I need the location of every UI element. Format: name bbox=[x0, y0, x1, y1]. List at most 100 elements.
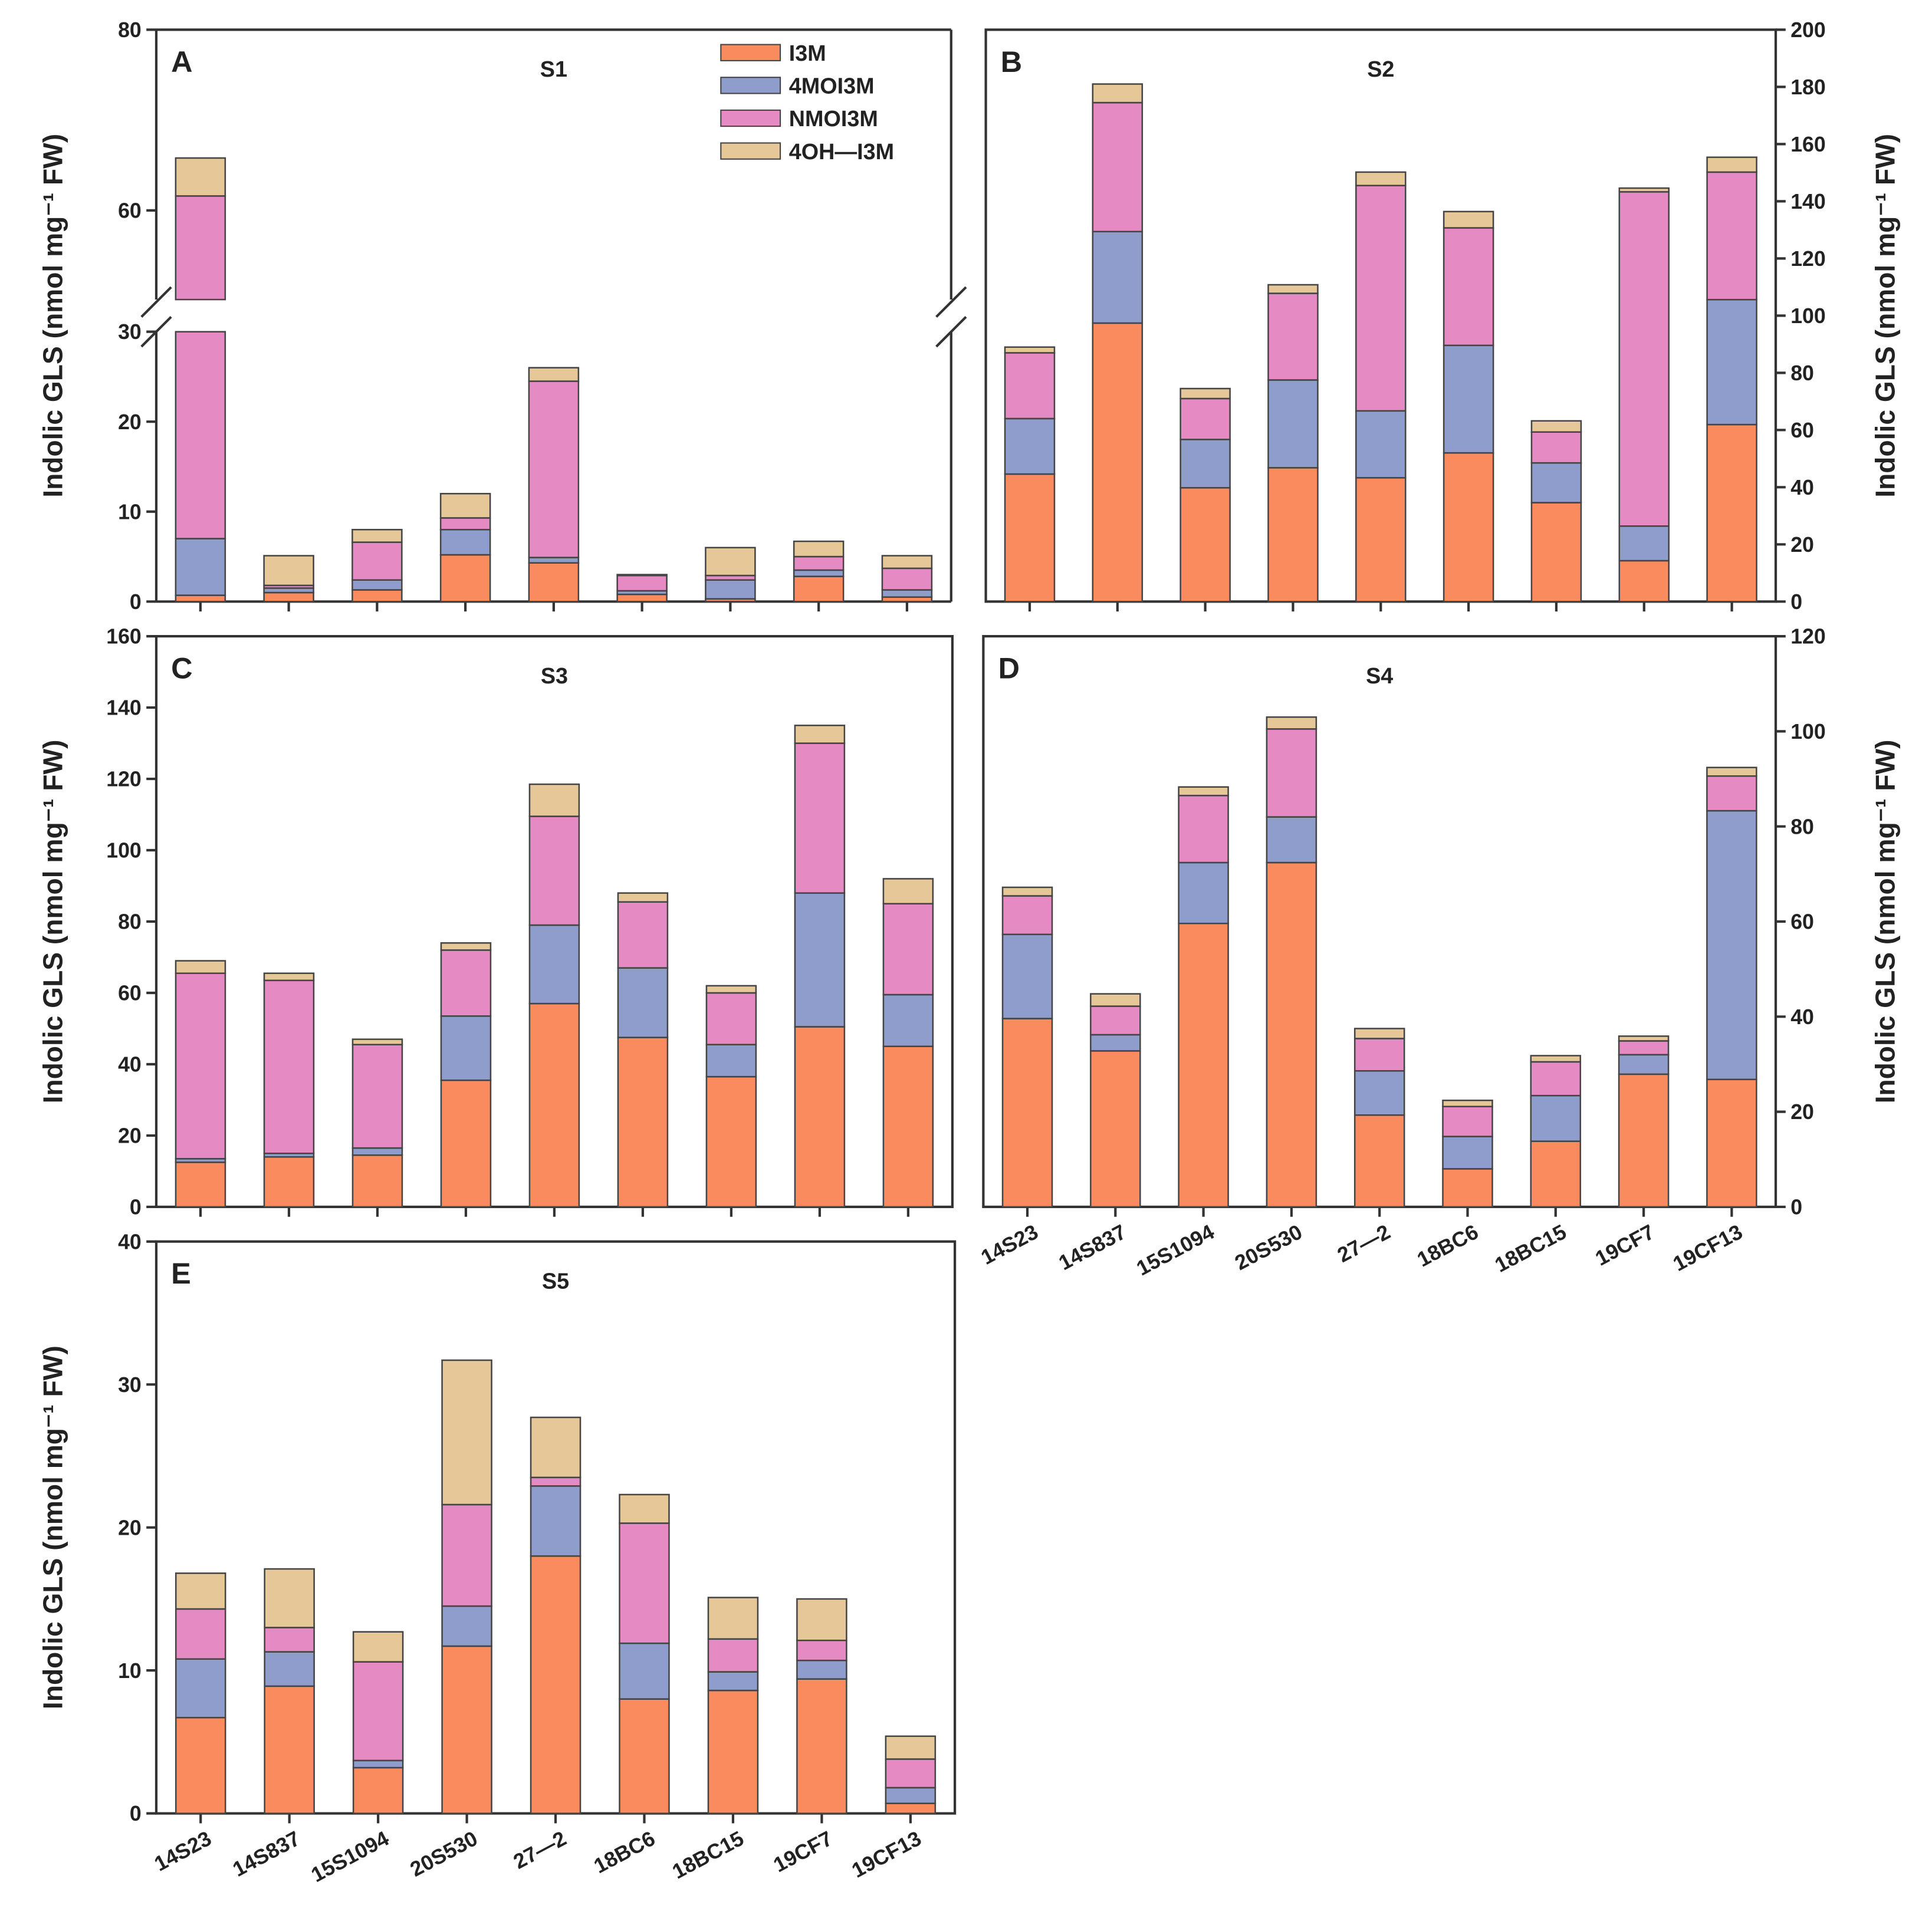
bar-segment-4ohi3m bbox=[351, 529, 403, 543]
bar-segment-4ohi3m bbox=[1443, 210, 1494, 229]
bar-segment-4ohi3m bbox=[705, 985, 757, 994]
bar-segment-nmoi3m bbox=[1355, 185, 1407, 412]
bar-segment-4ohi3m bbox=[793, 540, 845, 558]
y-axis-label: Indolic GLS (nmol mg⁻¹ FW) bbox=[1870, 134, 1901, 498]
bar-segment-i3m bbox=[1178, 922, 1229, 1208]
y-tick-label: 40 bbox=[118, 1053, 142, 1077]
bar-segment-i3m bbox=[1706, 423, 1757, 603]
x-tick-label: 20S530 bbox=[1231, 1220, 1306, 1275]
bar-segment-4moi3m bbox=[264, 1651, 315, 1687]
bar-segment-4ohi3m bbox=[1618, 187, 1670, 193]
bar-segment-i3m bbox=[1090, 1050, 1141, 1208]
x-tick-label: 14S837 bbox=[1055, 1220, 1130, 1275]
y-tick-label: 40 bbox=[118, 1230, 142, 1253]
bar-segment-nmoi3m bbox=[885, 1758, 937, 1789]
bar-segment-nmoi3m bbox=[1004, 352, 1056, 420]
y-tick-label: 20 bbox=[118, 410, 142, 434]
y-tick-label: 60 bbox=[118, 982, 142, 1005]
bar-segment-4moi3m bbox=[794, 892, 846, 1028]
panel-c: 0 20 40 60 80 100 120 140 160 Indolic GLS (nmol m… bbox=[37, 625, 954, 1219]
panel-title: S4 bbox=[1366, 664, 1393, 689]
bar-segment-nmoi3m bbox=[707, 1638, 759, 1673]
panel-title: S2 bbox=[1367, 57, 1394, 82]
bar-segment-nmoi3m bbox=[793, 555, 845, 571]
legend-swatch bbox=[720, 142, 781, 160]
bar-segment-4ohi3m bbox=[1004, 346, 1056, 354]
bar-segment-i3m bbox=[351, 589, 403, 603]
bar-segment-4ohi3m bbox=[441, 1359, 492, 1506]
bar-segment-4moi3m bbox=[530, 1485, 581, 1557]
bar-segment-i3m bbox=[528, 562, 580, 603]
x-tick-label: 18BC6 bbox=[1413, 1220, 1482, 1271]
y-tick-label: 180 bbox=[1790, 75, 1826, 99]
bar-segment-4ohi3m bbox=[1092, 83, 1144, 104]
bar-segment-4moi3m bbox=[1001, 933, 1053, 1019]
y-axis-label: Indolic GLS (nmol mg⁻¹ FW) bbox=[1870, 740, 1901, 1104]
y-tick-label: 60 bbox=[1790, 419, 1814, 442]
bar-segment-i3m bbox=[885, 1802, 937, 1814]
bar-segment-nmoi3m bbox=[351, 1044, 403, 1149]
y-tick-label: 40 bbox=[1790, 476, 1814, 499]
bar-segment-4moi3m bbox=[793, 569, 845, 577]
bar-segment-4ohi3m bbox=[794, 725, 846, 744]
bar-segment-4moi3m bbox=[1618, 1054, 1670, 1075]
bar-segment-i3m bbox=[796, 1678, 847, 1814]
bar-segment-nmoi3m bbox=[1266, 728, 1317, 818]
y-tick-label: 20 bbox=[118, 1124, 142, 1148]
y-tick-label: 100 bbox=[1790, 720, 1826, 743]
bar-segment-4moi3m bbox=[441, 1605, 492, 1647]
bar-segment-4ohi3m bbox=[882, 878, 934, 905]
bar-segment-4ohi3m bbox=[1706, 766, 1757, 777]
y-axis-label: Indolic GLS (nmol mg⁻¹ FW) bbox=[37, 134, 68, 498]
bar-segment-nmoi3m bbox=[1442, 1106, 1493, 1137]
bar-segment-i3m bbox=[441, 1645, 492, 1814]
bar-segment-4moi3m bbox=[1267, 379, 1319, 469]
bar-segment-4ohi3m bbox=[528, 367, 580, 382]
bar-segment-i3m bbox=[1706, 1078, 1757, 1208]
legend-label: 4OH—I3M bbox=[789, 140, 894, 164]
bar-segment-nmoi3m bbox=[796, 1639, 847, 1661]
bar-segment-4ohi3m bbox=[175, 1572, 226, 1610]
bar-segment-4ohi3m bbox=[440, 942, 492, 951]
bar-segment-i3m bbox=[263, 591, 314, 603]
bar-segment-i3m bbox=[1618, 1073, 1670, 1208]
panel-letter: A bbox=[171, 45, 192, 78]
bar-segment-nmoi3m bbox=[1706, 775, 1757, 812]
y-tick-label: 20 bbox=[118, 1516, 142, 1539]
y-tick-label: 30 bbox=[118, 1373, 142, 1397]
bar-segment-i3m bbox=[175, 1716, 226, 1814]
bar-segment-4moi3m bbox=[1530, 462, 1582, 504]
bar-segment-4moi3m bbox=[440, 1015, 492, 1081]
bar-segment-i3m bbox=[175, 594, 226, 603]
bar-segment-nmoi3m bbox=[617, 901, 669, 969]
bar-segment-4ohi3m bbox=[175, 960, 226, 974]
bar-segment-4moi3m bbox=[705, 1044, 757, 1078]
bar-segment-i3m bbox=[1001, 1018, 1053, 1208]
bar-segment-nmoi3m bbox=[1090, 1005, 1141, 1036]
y-axis-label: Indolic GLS (nmol mg⁻¹ FW) bbox=[37, 1345, 68, 1709]
bar-segment-4moi3m bbox=[1530, 1094, 1582, 1142]
y-tick-label: 20 bbox=[1790, 1100, 1814, 1124]
bar-segment-4moi3m bbox=[617, 967, 669, 1038]
legend-swatch bbox=[720, 77, 781, 94]
bar-segment-4moi3m bbox=[882, 993, 934, 1047]
bar-segment-nmoi3m bbox=[175, 1608, 226, 1660]
y-tick-label: 160 bbox=[1790, 133, 1826, 156]
bar-segment-4moi3m bbox=[881, 589, 933, 598]
bar-segment-nmoi3m bbox=[175, 972, 226, 1160]
bar-segment-4ohi3m bbox=[796, 1598, 847, 1641]
bar-segment-4moi3m bbox=[175, 1658, 226, 1719]
x-tick-label: 14S23 bbox=[977, 1220, 1042, 1269]
bar-segment-i3m bbox=[705, 1075, 757, 1208]
y-tick-label: 80 bbox=[1790, 361, 1814, 385]
y-tick-label: 0 bbox=[130, 590, 142, 614]
y-tick-label: 200 bbox=[1790, 18, 1826, 42]
bar-segment-nmoi3m bbox=[616, 574, 668, 592]
x-tick-label: 19CF7 bbox=[1591, 1220, 1658, 1271]
bar-segment-i3m bbox=[1355, 477, 1407, 603]
y-tick-label: 40 bbox=[1790, 1005, 1814, 1029]
y-tick-label: 140 bbox=[1790, 190, 1826, 213]
bar-segment-i3m bbox=[1004, 473, 1056, 603]
bar-segment-i3m bbox=[1530, 502, 1582, 603]
